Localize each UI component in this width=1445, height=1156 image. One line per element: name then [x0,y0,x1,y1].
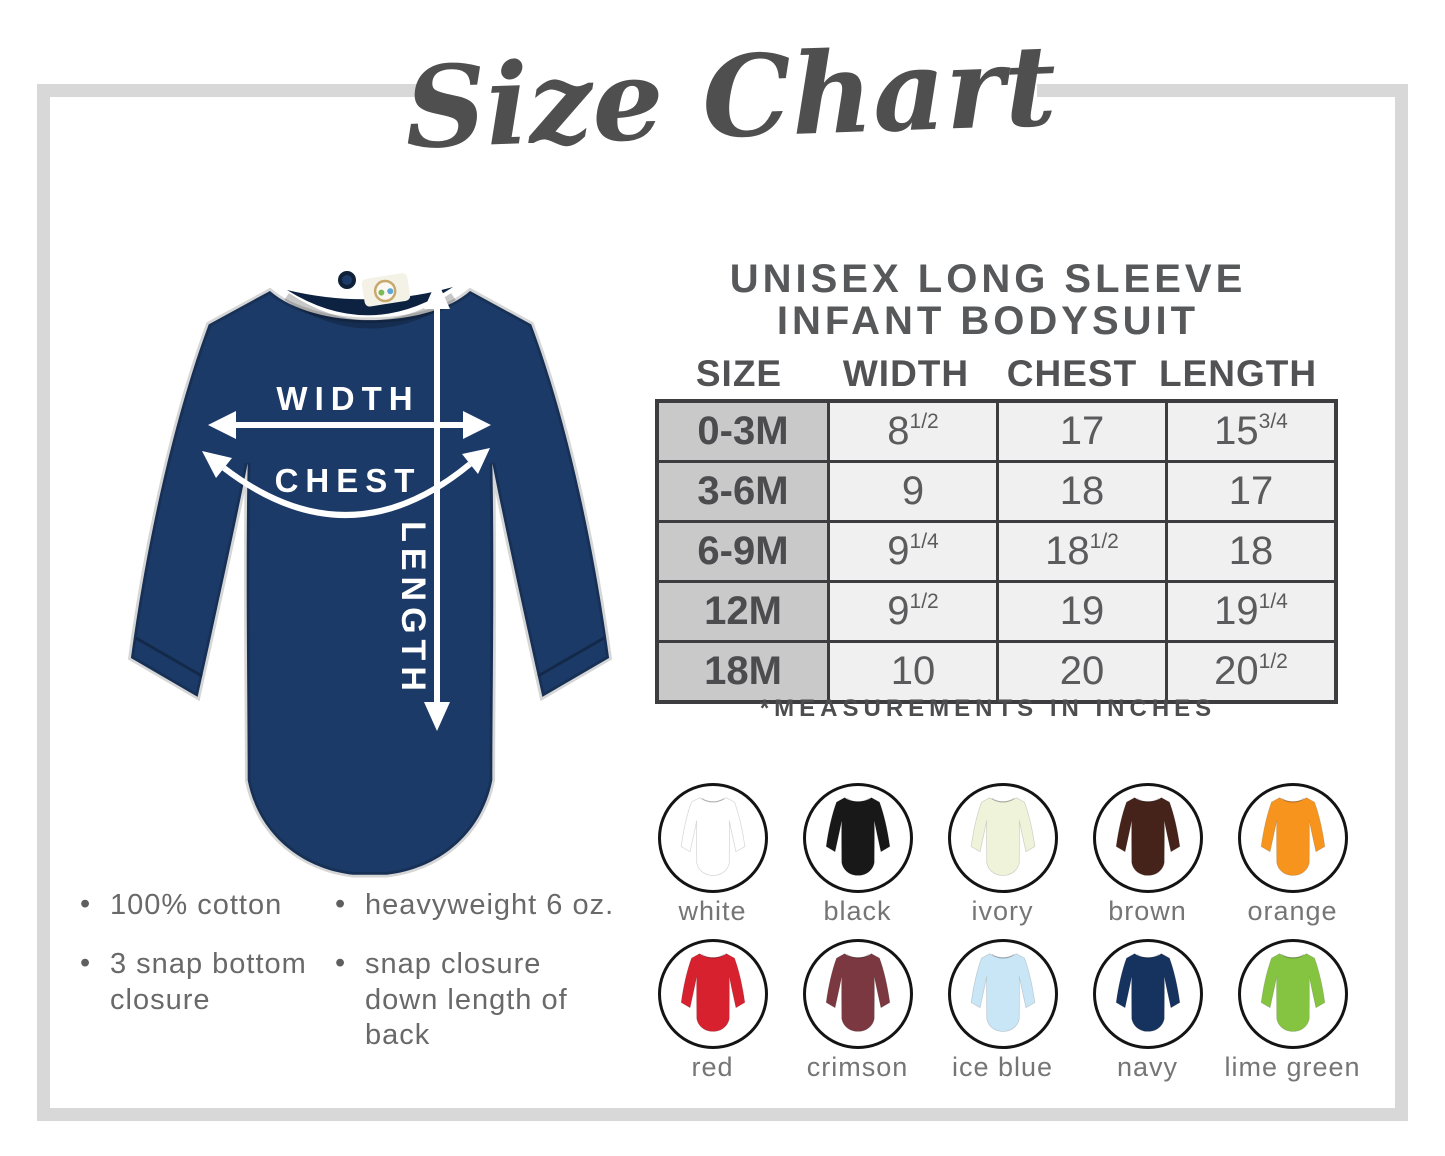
bodysuit-icon [821,949,895,1039]
color-swatch-brown: brown [1075,783,1220,927]
bodysuit-icon [1111,793,1185,883]
table-row: 6-9M 91/4 181/2 18 [655,520,1338,583]
page-title: Size Chart [403,20,1059,174]
swatch-label: white [678,896,747,926]
width-cell: 91/4 [827,520,999,583]
swatch-circle [947,783,1058,893]
chest-cell: 19 [996,580,1168,643]
bodysuit-icon [676,793,750,883]
table-row: 3-6M 9 18 17 [655,460,1338,523]
length-cell: 201/2 [1165,640,1338,704]
column-header-length: LENGTH [1158,353,1318,394]
feature-item: 100% cotton [80,887,335,923]
color-swatch-white: white [640,783,785,927]
width-cell: 81/2 [827,399,999,463]
width-cell: 9 [827,460,999,523]
color-swatch-ivory: ivory [930,783,1075,927]
chest-label: CHEST [275,462,422,499]
swatch-label: red [691,1052,734,1082]
size-cell: 3-6M [655,460,830,523]
color-swatch-black: black [785,783,930,927]
product-heading: UNISEX LONG SLEEVE INFANT BODYSUIT [655,258,1321,342]
color-swatch-lime-green: lime green [1220,939,1365,1083]
chest-cell: 17 [996,399,1168,463]
color-swatch-navy: navy [1075,939,1220,1083]
table-row: 18M 10 20 201/2 [655,640,1338,704]
left-cuff-seam [135,636,203,678]
feature-list-right: heavyweight 6 oz. snap closure down leng… [335,887,620,1078]
color-swatch-red: red [640,939,785,1083]
swatch-label: brown [1108,896,1187,926]
length-cell: 153/4 [1165,399,1338,463]
measurement-diagram: WIDTH CHEST LENGTH [92,271,648,890]
length-cell: 17 [1165,460,1338,523]
swatch-circle [657,939,768,1049]
color-swatch-ice-blue: ice blue [930,939,1075,1083]
product-heading-line1: UNISEX LONG SLEEVE [729,257,1247,301]
chest-cell: 18 [996,460,1168,523]
bodysuit-icon [1256,793,1330,883]
length-cell: 191/4 [1165,580,1338,643]
swatch-circle [947,939,1058,1049]
neck-snap [338,271,356,289]
size-cell: 0-3M [655,399,830,463]
color-swatch-grid: white black ivory brown orange [640,783,1365,1083]
bodysuit-icon [1256,949,1330,1039]
length-cell: 18 [1165,520,1338,583]
width-label: WIDTH [276,380,419,417]
table-row: 12M 91/2 19 191/4 [655,580,1338,643]
swatch-circle [657,783,768,893]
swatch-label: navy [1116,1052,1179,1082]
feature-item: heavyweight 6 oz. [335,887,620,923]
swatch-circle [802,783,913,893]
column-header-width: WIDTH [842,353,970,394]
right-cuff-seam [537,636,605,678]
column-header-chest: CHEST [1006,353,1138,394]
chest-cell: 20 [996,640,1168,704]
gray-border-frame [37,84,1408,1121]
length-label: LENGTH [394,521,432,697]
swatch-circle [1237,783,1348,893]
width-cell: 10 [827,640,999,704]
bodysuit-icon [966,949,1040,1039]
swatch-circle [802,939,913,1049]
swatch-label: orange [1247,896,1338,926]
feature-item: 3 snap bottom closure [80,946,335,1018]
length-arrow [424,280,450,731]
swatch-circle [1092,783,1203,893]
swatch-label: crimson [806,1052,909,1082]
product-heading-line2: INFANT BODYSUIT [776,299,1200,343]
width-arrow [208,411,491,439]
bodysuit-icon [821,793,895,883]
swatch-label: ice blue [951,1052,1054,1082]
navy-bodysuit-graphic [131,271,609,874]
swatch-circle [1237,939,1348,1049]
neck-tag [361,273,411,307]
feature-item: snap closure down length of back [335,946,620,1053]
swatch-label: lime green [1224,1052,1361,1082]
title-band: Size Chart [403,8,1059,186]
swatch-label: ivory [971,896,1034,926]
bodysuit-icon [966,793,1040,883]
swatch-label: black [823,896,892,926]
feature-list-left: 100% cotton 3 snap bottom closure [80,887,335,1042]
size-table: 0-3M 81/2 17 153/4 3-6M 9 18 17 6-9M 91/… [655,399,1338,704]
bodysuit-icon [1111,949,1185,1039]
width-cell: 91/2 [827,580,999,643]
color-swatch-orange: orange [1220,783,1365,927]
size-cell: 18M [655,640,830,704]
bodysuit-icon [676,949,750,1039]
size-table-column-headers: SIZE WIDTH CHEST LENGTH [655,353,1321,395]
chest-cell: 181/2 [996,520,1168,583]
color-swatch-crimson: crimson [785,939,930,1083]
measurements-footnote: *MEASUREMENTS IN INCHES [759,695,1217,722]
swatch-circle [1092,939,1203,1049]
size-cell: 12M [655,580,830,643]
table-row: 0-3M 81/2 17 153/4 [655,399,1338,463]
size-cell: 6-9M [655,520,830,583]
column-header-size: SIZE [695,353,783,394]
